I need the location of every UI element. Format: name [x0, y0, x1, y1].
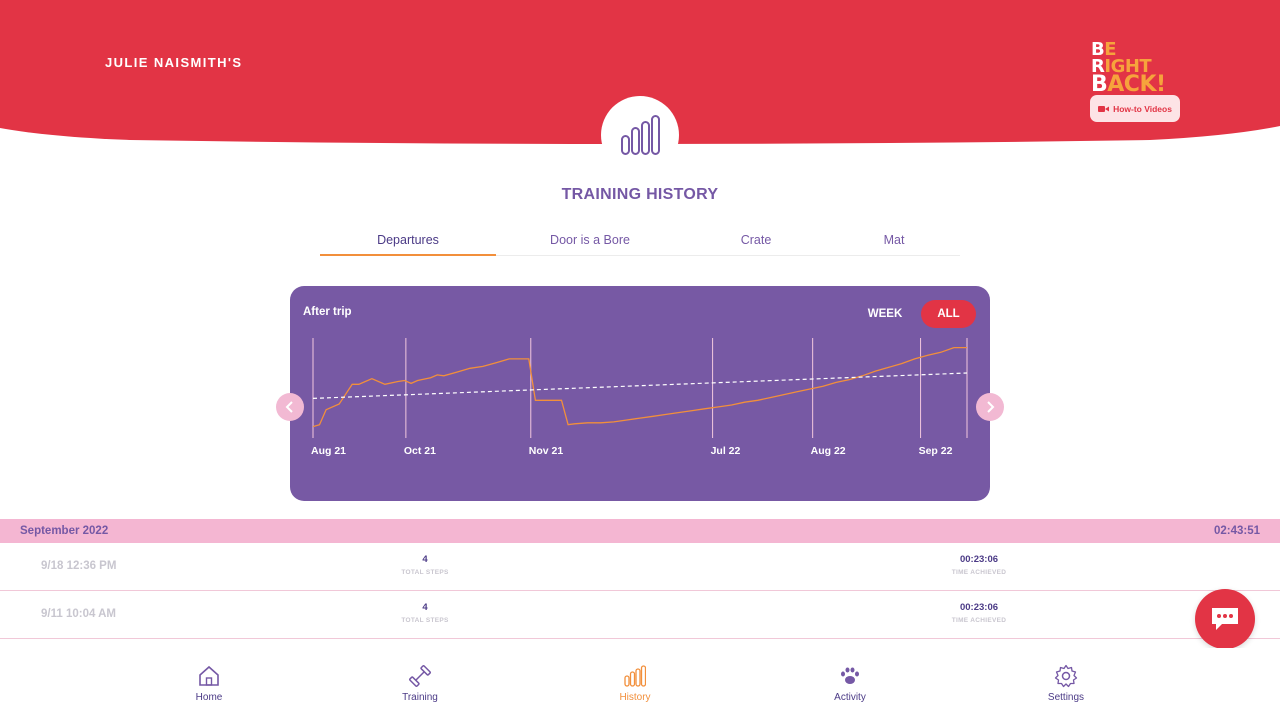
tab-door-is-a-bore[interactable]: Door is a Bore [550, 233, 630, 247]
total-steps-stat: 4 TOTAL STEPS [375, 602, 475, 624]
tab-mat[interactable]: Mat [883, 233, 905, 247]
chat-button[interactable] [1195, 589, 1255, 649]
chart-title: After trip [303, 306, 352, 318]
nav-settings[interactable]: Settings [1021, 663, 1111, 703]
time-achieved-value: 00:23:06 [959, 602, 999, 613]
chevron-right-icon [987, 401, 995, 413]
chart-card: After trip WEEK ALL Aug 21 Oct 21 Nov 21 Ju… [290, 286, 990, 501]
chart-prev-button[interactable] [276, 393, 304, 421]
how-to-videos-button[interactable]: How-to Videos [1090, 95, 1180, 122]
month-header: September 2022 02:43:51 [0, 519, 1280, 543]
bottom-navigation: Home Training History [0, 648, 1280, 720]
tab-departures[interactable]: Departures [320, 229, 496, 256]
x-tick-label: Sep 22 [919, 445, 953, 457]
nav-home-label: Home [195, 692, 223, 703]
progress-line [312, 346, 967, 428]
video-camera-icon [1098, 105, 1110, 112]
brand-logo: BE RIGHT BACK! [1091, 39, 1166, 98]
nav-training-label: Training [402, 692, 438, 703]
history-row[interactable]: 9/18 12:36 PM 4 TOTAL STEPS 00:23:06 TIM… [0, 543, 1280, 591]
week-range-button[interactable]: WEEK [867, 308, 903, 320]
nav-activity-label: Activity [834, 692, 866, 703]
nav-history-label: History [619, 692, 651, 703]
total-steps-value: 4 [422, 554, 428, 565]
all-range-button[interactable]: ALL [921, 300, 976, 328]
time-achieved-label: TIME ACHIEVED [951, 569, 1007, 576]
total-steps-value: 4 [422, 602, 428, 613]
nav-history[interactable]: History [590, 663, 680, 703]
home-icon [199, 665, 219, 686]
month-label: September 2022 [20, 525, 109, 537]
session-datetime: 9/11 10:04 AM [41, 608, 117, 620]
chevron-left-icon [285, 401, 293, 413]
gear-icon [1054, 664, 1078, 688]
dumbbell-icon [409, 665, 431, 687]
x-tick-label: Jul 22 [711, 445, 741, 457]
x-tick-label: Nov 21 [529, 445, 564, 457]
time-achieved-stat: 00:23:06 TIME ACHIEVED [929, 554, 1029, 576]
total-steps-label: TOTAL STEPS [401, 569, 449, 576]
nav-home[interactable]: Home [164, 663, 254, 703]
x-tick-label: Aug 22 [811, 445, 846, 457]
total-steps-stat: 4 TOTAL STEPS [375, 554, 475, 576]
time-achieved-value: 00:23:06 [959, 554, 999, 565]
chart-next-button[interactable] [976, 393, 1004, 421]
history-row[interactable]: 9/11 10:04 AM 4 TOTAL STEPS 00:23:06 TIM… [0, 591, 1280, 639]
paw-icon [841, 667, 859, 684]
history-badge [601, 96, 679, 174]
x-tick-label: Oct 21 [404, 445, 436, 457]
tab-crate[interactable]: Crate [740, 233, 772, 247]
x-tick-label: Aug 21 [311, 445, 346, 457]
how-to-videos-label: How-to Videos [1113, 103, 1172, 114]
header-wave [0, 0, 1280, 144]
line-chart: Aug 21 Oct 21 Nov 21 Jul 22 Aug 22 Sep 22 [311, 338, 968, 457]
nav-training[interactable]: Training [375, 663, 465, 703]
month-total-time: 02:43:51 [1213, 525, 1260, 537]
trend-line [312, 372, 968, 399]
session-datetime: 9/18 12:36 PM [41, 560, 117, 572]
exercise-tabs: Departures Door is a Bore Crate Mat [320, 229, 960, 256]
header: JULIE NAISMITH'S BE RIGHT BACK! How-to V… [0, 0, 1280, 160]
bar-chart-icon [621, 115, 660, 155]
bar-chart-icon [624, 665, 646, 687]
nav-activity[interactable]: Activity [805, 663, 895, 703]
page-title: TRAINING HISTORY [561, 186, 719, 203]
chat-bubble-icon [1212, 608, 1238, 630]
nav-settings-label: Settings [1047, 692, 1085, 703]
time-achieved-stat: 00:23:06 TIME ACHIEVED [929, 602, 1029, 624]
owner-name: JULIE NAISMITH'S [105, 55, 243, 70]
total-steps-label: TOTAL STEPS [401, 617, 449, 624]
time-achieved-label: TIME ACHIEVED [951, 617, 1007, 624]
